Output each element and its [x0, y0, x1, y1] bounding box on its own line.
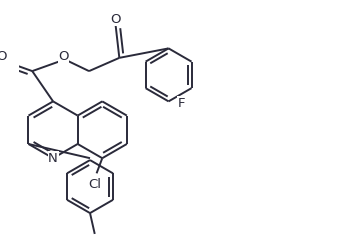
Text: O: O — [110, 13, 121, 25]
Text: O: O — [58, 50, 69, 64]
Text: F: F — [178, 97, 186, 110]
Text: Cl: Cl — [88, 178, 101, 191]
Text: O: O — [0, 50, 6, 64]
Text: N: N — [48, 152, 58, 165]
